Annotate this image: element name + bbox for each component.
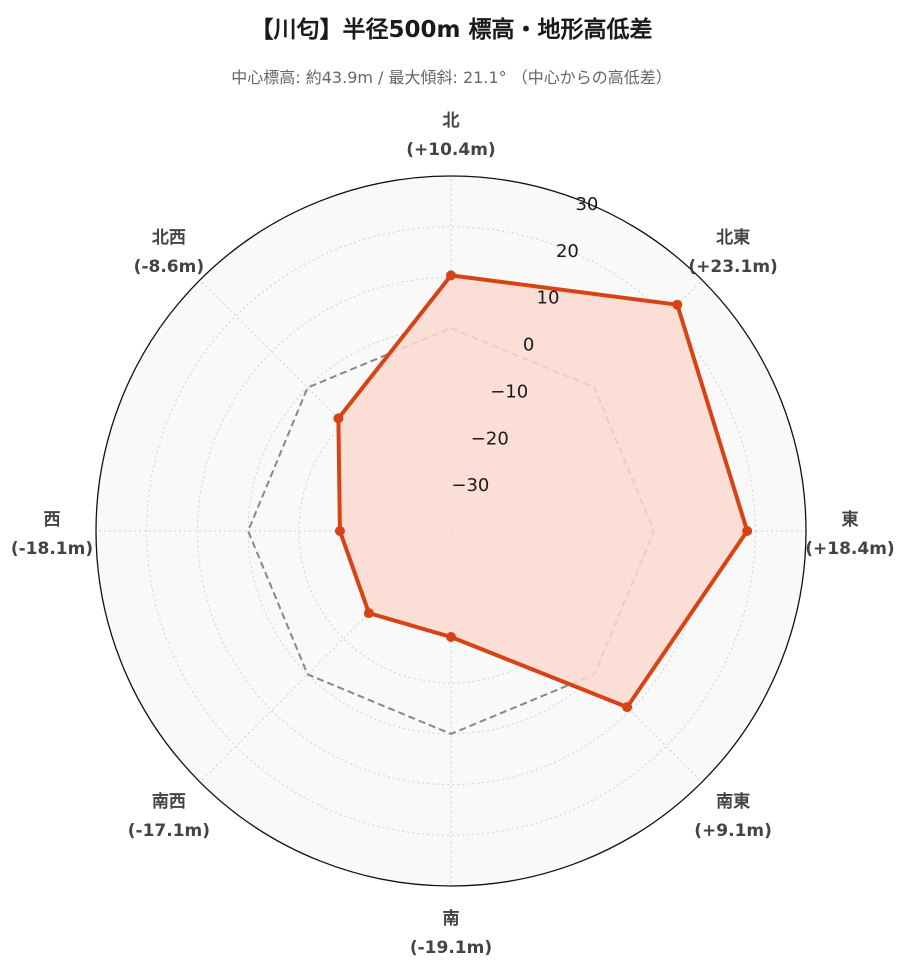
- r-tick-label: −10: [490, 381, 528, 402]
- r-tick-label: 20: [556, 241, 579, 262]
- direction-label: 西: [44, 510, 61, 530]
- direction-diff-label: (+9.1m): [694, 821, 772, 841]
- direction-label: 北東: [716, 227, 750, 248]
- outer-ring: [95, 175, 807, 887]
- data-point-8: [333, 413, 344, 424]
- zero-reference-polygon: [247, 327, 655, 735]
- chart-subtitle: 中心標高: 約43.9m / 最大傾斜: 21.1° （中心からの高低差）: [231, 68, 672, 87]
- data-point-1: [446, 270, 456, 281]
- direction-label: 北西: [152, 228, 186, 248]
- direction-labels: 北 (+10.4m) 北東 (+23.1m) 東 (+18.4m) 南東 (+9.1m) 南 (-…: [11, 111, 895, 958]
- grid-spoke: [199, 279, 452, 532]
- series-area: [338, 275, 748, 708]
- r-tick-label: 30: [575, 194, 598, 215]
- radial-ticks: −30 −20 −10 0 10 20 30: [451, 194, 598, 496]
- direction-diff-label: (-8.6m): [134, 257, 204, 277]
- direction-diff-label: (-18.1m): [11, 539, 93, 559]
- direction-label: 南東: [716, 791, 750, 812]
- direction-diff-label: (+10.4m): [406, 140, 495, 160]
- data-point-5: [446, 631, 456, 642]
- data-point-3: [742, 526, 753, 536]
- grid-spoke: [199, 530, 452, 783]
- r-tick-label: 0: [523, 335, 534, 356]
- direction-diff-label: (+23.1m): [688, 257, 777, 277]
- direction-diff-label: (-17.1m): [128, 821, 210, 841]
- data-series: [333, 270, 753, 713]
- direction-label: 南西: [152, 791, 186, 812]
- grid-circle: [146, 226, 756, 836]
- data-point-4: [622, 702, 633, 713]
- reference-line: [247, 327, 655, 735]
- direction-label: 南: [443, 908, 460, 929]
- r-tick-label: −20: [471, 428, 509, 449]
- direction-diff-label: (-19.1m): [410, 938, 492, 958]
- r-tick-label: 10: [537, 288, 560, 309]
- data-point-6: [363, 608, 374, 619]
- direction-label: 北: [443, 111, 460, 131]
- grid-spoke: [450, 530, 703, 783]
- direction-diff-label: (+18.4m): [805, 539, 894, 559]
- data-point-2: [672, 299, 683, 310]
- direction-label: 東: [842, 509, 859, 530]
- data-point-7: [334, 526, 345, 536]
- r-tick-label: −30: [451, 475, 489, 496]
- chart-title: 【川匂】半径500m 標高・地形高低差: [250, 17, 653, 43]
